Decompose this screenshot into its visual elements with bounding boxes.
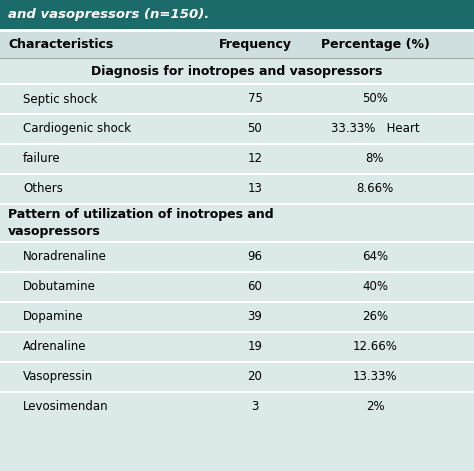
Text: 40%: 40% <box>362 281 388 293</box>
Text: Dopamine: Dopamine <box>23 310 83 324</box>
Text: 12: 12 <box>247 153 263 165</box>
Bar <box>0 114 474 144</box>
Bar <box>0 144 474 174</box>
Text: 3: 3 <box>251 400 259 414</box>
Text: 96: 96 <box>247 251 263 263</box>
Text: Pattern of utilization of inotropes and
vasopressors: Pattern of utilization of inotropes and … <box>8 208 273 238</box>
Bar <box>0 58 474 84</box>
Bar <box>0 204 474 242</box>
Bar <box>0 30 474 58</box>
Text: 8.66%: 8.66% <box>356 182 393 195</box>
Text: Percentage (%): Percentage (%) <box>320 38 429 50</box>
Text: 19: 19 <box>247 341 263 354</box>
Text: Dobutamine: Dobutamine <box>23 281 96 293</box>
Text: and vasopressors (n=150).: and vasopressors (n=150). <box>8 8 209 22</box>
Text: Frequency: Frequency <box>219 38 292 50</box>
Bar <box>0 302 474 332</box>
Text: 33.33%   Heart: 33.33% Heart <box>331 122 419 136</box>
Text: Characteristics: Characteristics <box>8 38 113 50</box>
Text: 75: 75 <box>247 92 263 106</box>
Text: 2%: 2% <box>365 400 384 414</box>
Text: 12.66%: 12.66% <box>353 341 397 354</box>
Bar <box>0 0 474 30</box>
Text: Diagnosis for inotropes and vasopressors: Diagnosis for inotropes and vasopressors <box>91 65 383 78</box>
Text: Noradrenaline: Noradrenaline <box>23 251 107 263</box>
Text: 50: 50 <box>247 122 263 136</box>
Text: 64%: 64% <box>362 251 388 263</box>
Bar <box>0 362 474 392</box>
Text: 26%: 26% <box>362 310 388 324</box>
Text: 13.33%: 13.33% <box>353 371 397 383</box>
Text: failure: failure <box>23 153 61 165</box>
Text: 50%: 50% <box>362 92 388 106</box>
Bar <box>0 242 474 272</box>
Text: 20: 20 <box>247 371 263 383</box>
Bar <box>0 392 474 422</box>
Text: Adrenaline: Adrenaline <box>23 341 86 354</box>
Text: Vasopressin: Vasopressin <box>23 371 93 383</box>
Bar <box>0 84 474 114</box>
Text: 60: 60 <box>247 281 263 293</box>
Bar <box>0 272 474 302</box>
Bar <box>0 332 474 362</box>
Text: 13: 13 <box>247 182 263 195</box>
Text: 39: 39 <box>247 310 263 324</box>
Text: Septic shock: Septic shock <box>23 92 97 106</box>
Text: Others: Others <box>23 182 63 195</box>
Text: Cardiogenic shock: Cardiogenic shock <box>23 122 131 136</box>
Bar <box>0 174 474 204</box>
Text: 8%: 8% <box>366 153 384 165</box>
Bar <box>0 422 474 471</box>
Text: Levosimendan: Levosimendan <box>23 400 109 414</box>
